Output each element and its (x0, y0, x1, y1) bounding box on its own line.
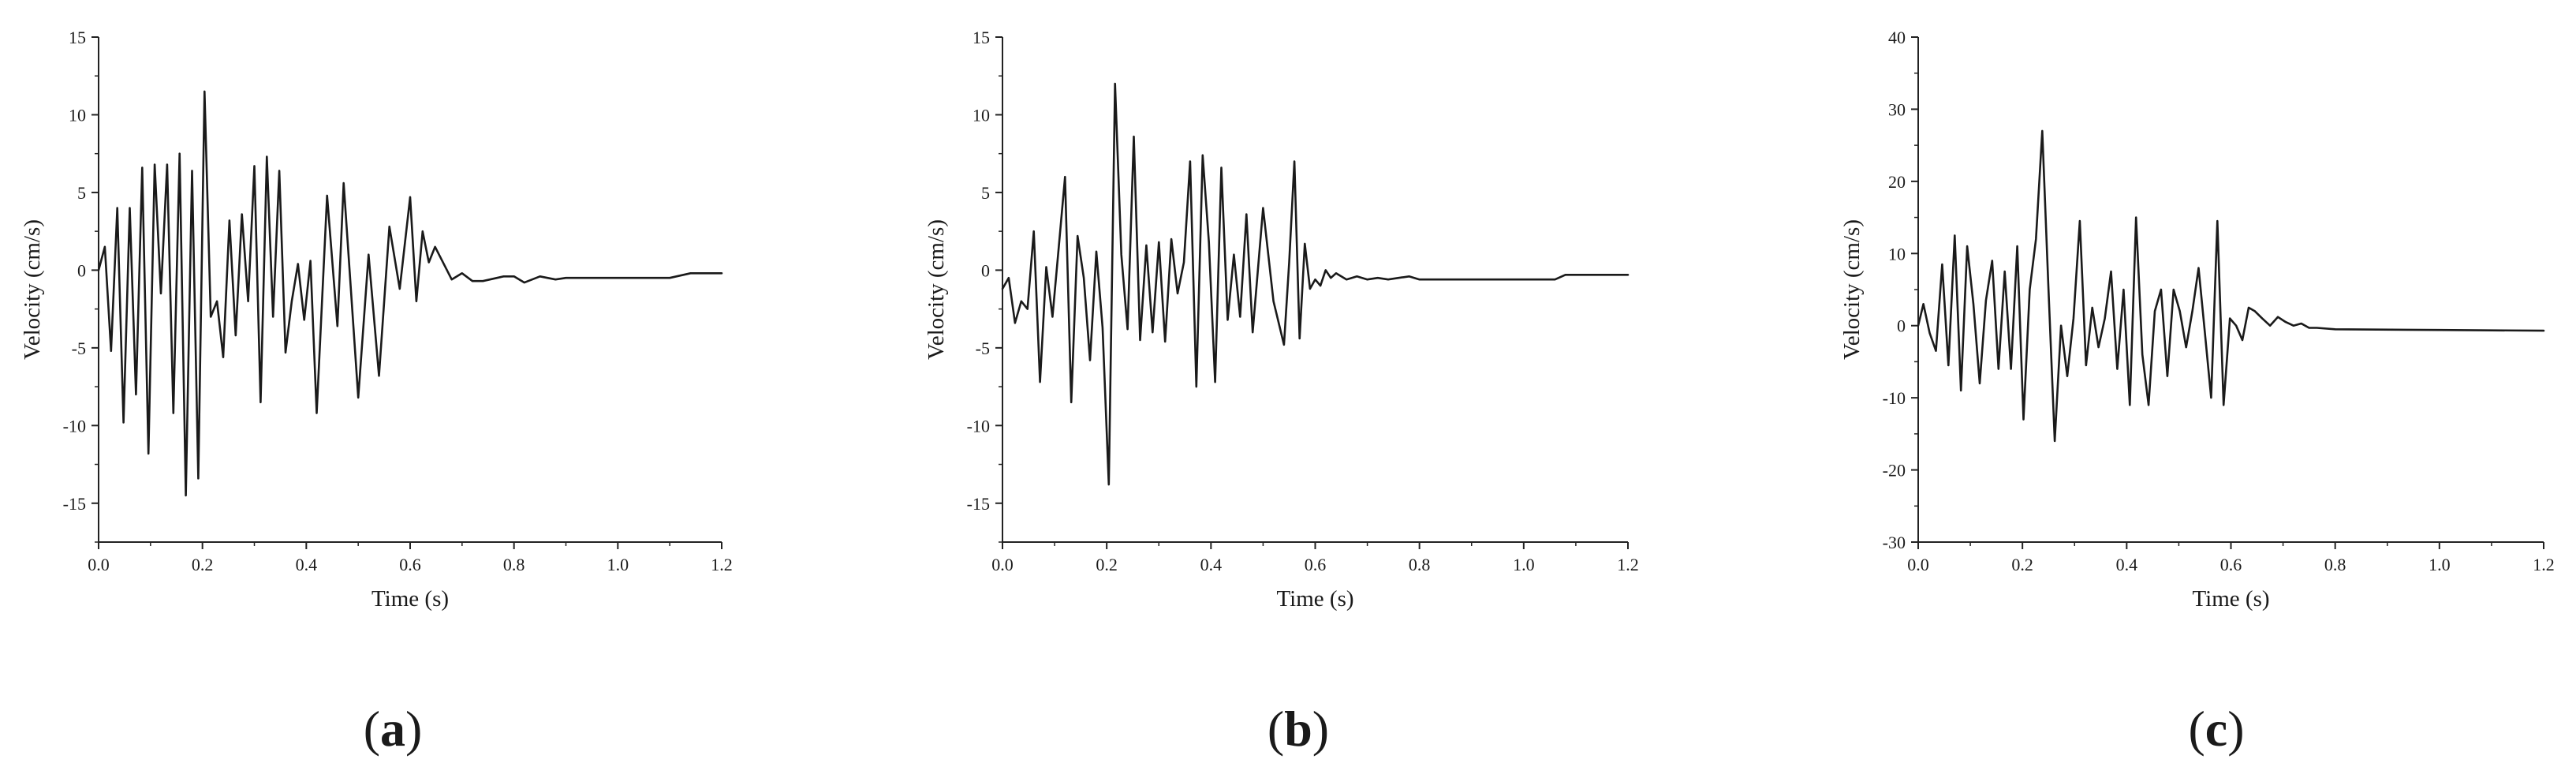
y-tick-label: 5 (981, 183, 990, 203)
caption-b: (b) (1267, 701, 1329, 757)
caption-c: (c) (2188, 701, 2244, 757)
x-axis-title: Time (s) (371, 586, 449, 612)
x-tick-label: 0.2 (1096, 555, 1118, 574)
y-tick-label: -5 (976, 339, 990, 358)
x-tick-label: 0.4 (2116, 555, 2138, 574)
velocity-series-line (97, 90, 723, 497)
y-tick-label: 15 (69, 28, 86, 47)
caption-open-paren: ( (2188, 701, 2205, 757)
x-tick-label: 0.6 (2220, 555, 2242, 574)
x-tick-label: 0.0 (1907, 555, 1929, 574)
velocity-series-line (1001, 82, 1630, 486)
velocity-series-line (1917, 129, 2545, 443)
caption-letter: b (1284, 701, 1312, 757)
x-tick-label: 0.6 (399, 555, 421, 574)
y-tick-label: 30 (1888, 99, 1906, 119)
y-tick-label: -10 (967, 416, 990, 436)
x-tick-label: 1.2 (1617, 555, 1639, 574)
x-tick-label: 0.0 (88, 555, 110, 574)
y-tick-label: -15 (63, 494, 86, 514)
y-tick-label: -10 (1883, 388, 1906, 408)
y-axis-title: Velocity (cm/s) (1839, 219, 1865, 360)
y-tick-label: 15 (973, 28, 990, 47)
x-tick-label: 0.4 (296, 555, 318, 574)
caption-open-paren: ( (364, 701, 380, 757)
x-tick-label: 0.8 (1409, 555, 1431, 574)
x-tick-label: 0.4 (1200, 555, 1223, 574)
y-axis-title: Velocity (cm/s) (20, 219, 45, 360)
y-tick-label: 0 (77, 260, 86, 280)
y-tick-label: -10 (63, 416, 86, 436)
y-tick-label: 10 (69, 105, 86, 125)
x-tick-label: 1.0 (1513, 555, 1535, 574)
x-tick-label: 0.8 (2324, 555, 2346, 574)
x-axis-title: Time (s) (2192, 586, 2269, 612)
y-tick-label: 10 (1888, 244, 1906, 264)
chart-panel-b: 0.0 0.2 0.4 0.6 0.8 1.0 1.2 -15 -10 -5 0 5 10 15 Time … (924, 28, 1639, 612)
caption-close-paren: ) (405, 701, 422, 757)
x-tick-label: 0.0 (991, 555, 1014, 574)
y-tick-label: 40 (1888, 28, 1906, 47)
y-tick-label: 20 (1888, 172, 1906, 192)
chart-panel-a: 0.0 0.2 0.4 0.6 0.8 1.0 1.2 -15 -10 -5 0 5 10 15 Time … (20, 28, 733, 612)
y-tick-label: -20 (1883, 461, 1906, 481)
x-tick-label: 1.2 (711, 555, 733, 574)
caption-letter: c (2205, 701, 2227, 757)
x-tick-label: 1.0 (2429, 555, 2451, 574)
x-tick-label: 0.6 (1305, 555, 1327, 574)
y-tick-label: 0 (1897, 316, 1906, 336)
caption-letter: a (380, 701, 405, 757)
y-tick-label: 10 (973, 105, 990, 125)
caption-open-paren: ( (1267, 701, 1284, 757)
y-tick-label: -5 (72, 339, 86, 358)
chart-panel-c: 0.0 0.2 0.4 0.6 0.8 1.0 1.2 -30 -20 -10 0 10 20 30 40 T… (1839, 28, 2555, 612)
x-tick-label: 0.2 (2011, 555, 2033, 574)
y-tick-label: 0 (981, 260, 990, 280)
caption-close-paren: ) (1312, 701, 1329, 757)
y-axis-title: Velocity (cm/s) (924, 219, 949, 360)
x-tick-label: 1.2 (2533, 555, 2555, 574)
x-axis-title: Time (s) (1276, 586, 1353, 612)
x-tick-label: 0.8 (503, 555, 525, 574)
y-tick-label: -15 (967, 494, 990, 514)
y-tick-label: -30 (1883, 533, 1906, 552)
y-tick-label: 5 (77, 183, 86, 203)
caption-a: (a) (364, 701, 423, 757)
caption-close-paren: ) (2227, 701, 2244, 757)
x-tick-label: 0.2 (192, 555, 214, 574)
x-tick-label: 1.0 (607, 555, 629, 574)
